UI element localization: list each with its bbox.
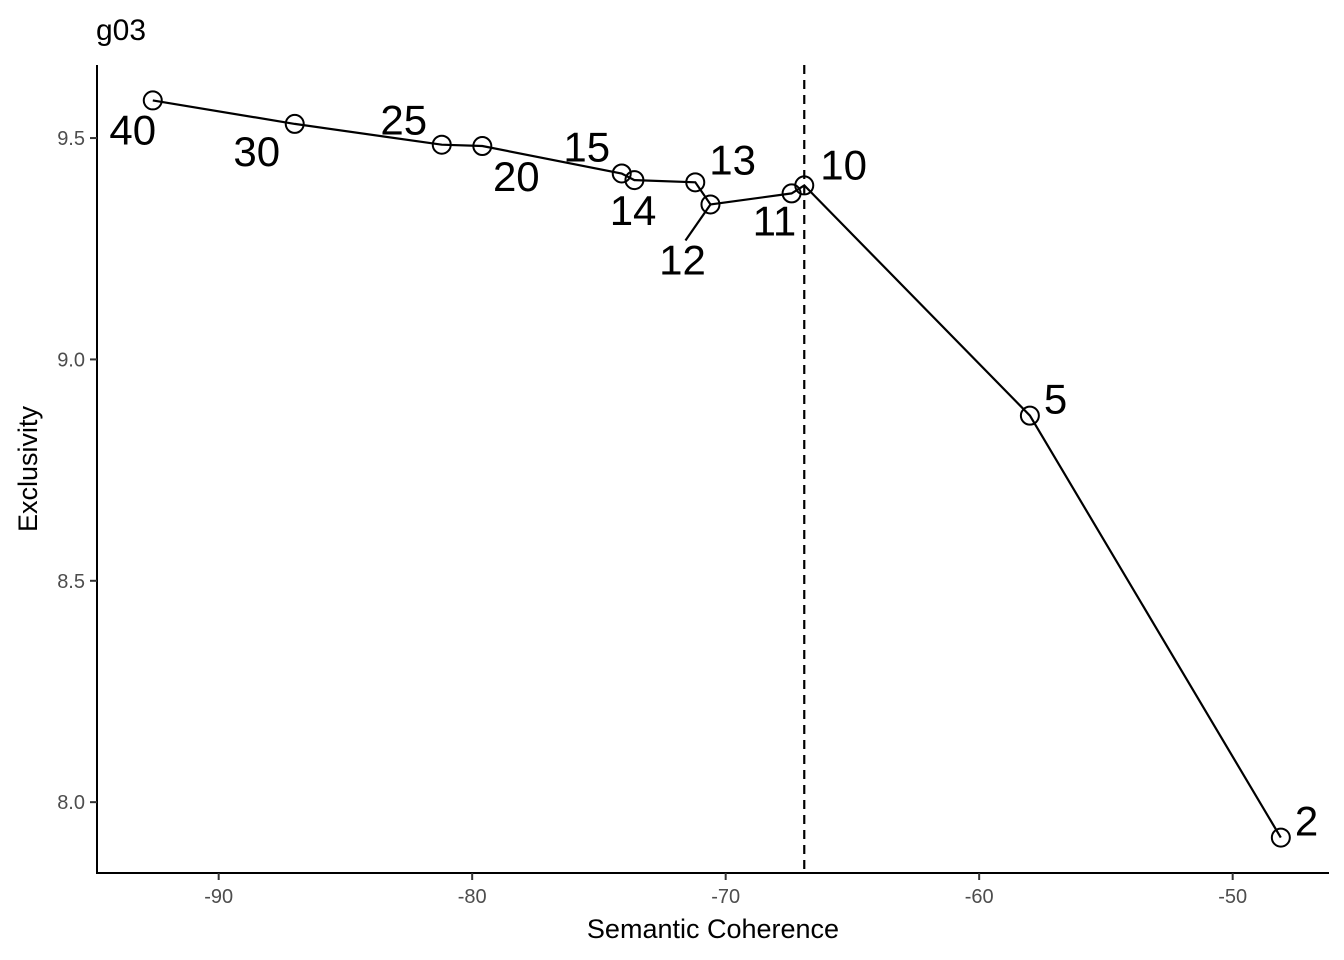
point-label-30: 30 — [233, 128, 280, 175]
data-point-14 — [624, 170, 645, 191]
series-line — [152, 99, 1282, 839]
point-label-15: 15 — [563, 123, 610, 170]
y-tick-label: 8.0 — [57, 792, 85, 814]
data-point-25 — [431, 134, 452, 155]
point-label-12: 12 — [659, 236, 706, 283]
x-tick-label: -80 — [458, 886, 487, 908]
point-label-25: 25 — [380, 97, 427, 144]
data-point-13 — [685, 172, 706, 193]
data-point-30 — [284, 113, 305, 134]
point-label-11: 11 — [753, 197, 797, 244]
y-axis-title: Exclusivity — [13, 405, 43, 532]
y-ticks: 8.0 8.5 9.0 9.5 — [57, 128, 97, 814]
data-point-2 — [1270, 827, 1291, 848]
point-label-5: 5 — [1044, 376, 1067, 423]
chart-title: g03 — [96, 14, 146, 47]
point-label-14: 14 — [610, 187, 657, 234]
point-label-13: 13 — [709, 136, 756, 183]
data-point-12 — [700, 194, 721, 215]
x-ticks: -90 -80 -70 -60 -50 — [204, 873, 1247, 908]
x-tick-label: -50 — [1218, 886, 1247, 908]
label-leader-line — [684, 203, 712, 242]
data-point-20 — [472, 136, 493, 157]
data-point-15 — [611, 163, 632, 184]
point-label-2: 2 — [1295, 798, 1318, 845]
point-label-10: 10 — [820, 141, 867, 188]
x-tick-label: -70 — [711, 886, 740, 908]
data-point-5 — [1019, 405, 1040, 426]
y-tick-label: 9.5 — [57, 128, 85, 150]
point-label-40: 40 — [109, 106, 156, 153]
x-tick-label: -90 — [204, 886, 233, 908]
y-tick-label: 9.0 — [57, 349, 85, 371]
y-tick-label: 8.5 — [57, 571, 85, 593]
x-tick-label: -60 — [965, 886, 994, 908]
data-point-40 — [142, 90, 163, 111]
point-label-20: 20 — [493, 153, 540, 200]
x-axis-title: Semantic Coherence — [587, 914, 839, 944]
data-point-10 — [794, 175, 815, 196]
